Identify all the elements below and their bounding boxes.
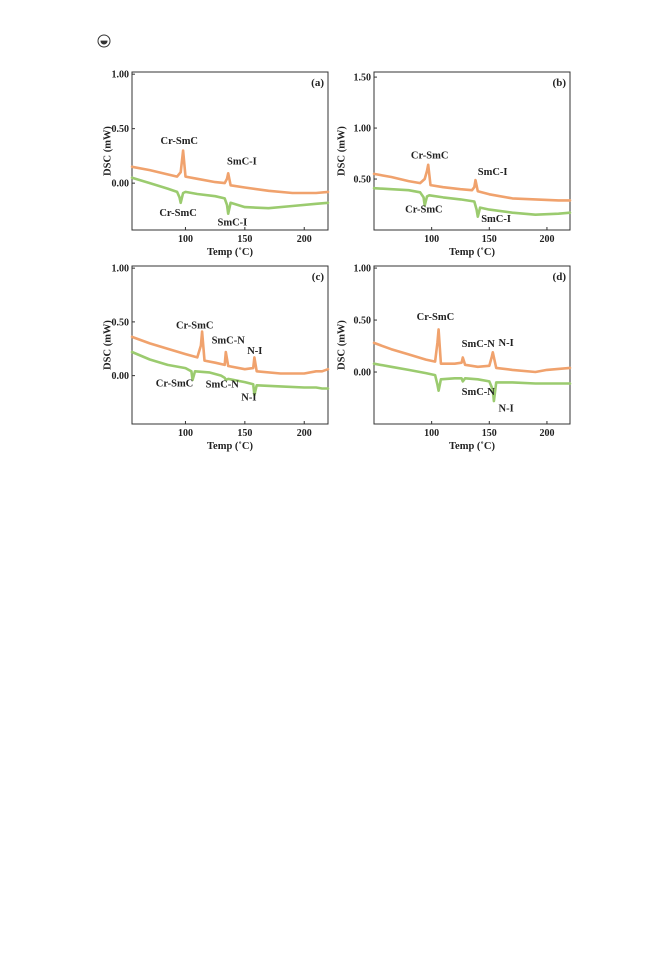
panel-label: (b) — [553, 77, 567, 89]
y-axis-label: DSC (mW) — [336, 320, 347, 370]
y-tick-label: 1.00 — [354, 124, 372, 135]
plot-frame — [131, 71, 329, 231]
x-tick-label: 200 — [539, 234, 554, 245]
cooling-curve — [372, 186, 572, 218]
chart-panel-d: 100 150 200 0.00 0.50 1.00 Temp (˚C) DSC (mW) (d… — [334, 258, 578, 459]
x-tick-label: 150 — [237, 428, 252, 439]
transition-annotation: Cr-SmC — [159, 208, 197, 219]
x-axis-label: Temp (˚C) — [207, 247, 253, 258]
cooling-curve — [372, 362, 572, 403]
transition-annotation: Cr-SmC — [161, 136, 199, 147]
x-axis-label: Temp (˚C) — [207, 441, 253, 452]
transition-annotation: Cr-SmC — [156, 378, 194, 389]
y-tick-label: 0.00 — [112, 179, 130, 190]
transition-annotation: SmC-N — [212, 335, 246, 346]
x-tick-label: 200 — [539, 428, 554, 439]
heating-curve — [372, 163, 572, 202]
transition-annotation: SmC-I — [481, 214, 511, 225]
transition-annotation: Cr-SmC — [176, 320, 214, 331]
y-tick-label: 1.00 — [112, 70, 130, 81]
x-tick-label: 200 — [297, 234, 312, 245]
y-axis-label: DSC (mW) — [336, 126, 347, 176]
x-tick-label: 100 — [424, 428, 439, 439]
panel-label: (d) — [553, 271, 567, 283]
x-tick-label: 100 — [178, 428, 193, 439]
transition-annotation: SmC-N — [462, 339, 496, 350]
transition-annotation: N-I — [241, 392, 256, 403]
x-tick-label: 100 — [424, 234, 439, 245]
x-tick-label: 200 — [297, 428, 312, 439]
x-tick-label: 150 — [237, 234, 252, 245]
transition-annotation: SmC-I — [218, 218, 248, 229]
y-tick-label: 1.50 — [354, 73, 372, 84]
plot-frame — [373, 265, 571, 425]
chart-panel-a: 100 150 200 0.00 0.50 1.00 Temp (˚C) DSC (mW) (a… — [100, 64, 336, 265]
heating-curve — [130, 330, 330, 375]
publisher-logo-icon — [97, 34, 111, 48]
panel-label: (c) — [312, 271, 325, 283]
transition-annotation: N-I — [499, 404, 514, 415]
transition-annotation: SmC-N — [206, 379, 240, 390]
y-tick-label: 1.00 — [354, 264, 372, 275]
x-tick-label: 150 — [482, 234, 497, 245]
transition-annotation: N-I — [499, 338, 514, 349]
heating-curve — [130, 149, 330, 195]
x-tick-label: 150 — [482, 428, 497, 439]
chart-panel-b: 100 150 200 0.50 1.00 1.50 Temp (˚C) DSC (mW) (b… — [334, 64, 578, 265]
x-axis-label: Temp (˚C) — [449, 441, 495, 452]
y-axis-label: DSC (mW) — [102, 320, 113, 370]
y-tick-label: 0.50 — [112, 124, 130, 135]
transition-annotation: SmC-N — [462, 387, 496, 398]
chart-a: 100 150 200 0.00 0.50 1.00 Temp (˚C) DSC (mW) (a… — [102, 70, 330, 258]
chart-panel-c: 100 150 200 0.00 0.50 1.00 Temp (˚C) DSC (mW) (c… — [100, 258, 336, 459]
chart-d: 100 150 200 0.00 0.50 1.00 Temp (˚C) DSC (mW) (d… — [336, 264, 572, 452]
y-tick-label: 0.50 — [354, 175, 372, 186]
chart-c: 100 150 200 0.00 0.50 1.00 Temp (˚C) DSC (mW) (c… — [102, 264, 330, 452]
chart-b: 100 150 200 0.50 1.00 1.50 Temp (˚C) DSC (mW) (b… — [336, 71, 572, 258]
y-tick-label: 0.00 — [354, 368, 372, 379]
y-tick-label: 0.50 — [112, 317, 130, 328]
x-tick-label: 100 — [178, 234, 193, 245]
transition-annotation: N-I — [247, 346, 262, 357]
transition-annotation: SmC-I — [227, 157, 257, 168]
y-tick-label: 0.00 — [112, 371, 130, 382]
panel-label: (a) — [311, 77, 324, 89]
transition-annotation: Cr-SmC — [405, 205, 443, 216]
y-tick-label: 1.00 — [112, 264, 130, 275]
cooling-curve — [130, 176, 330, 215]
heating-curve — [372, 328, 572, 374]
x-axis-label: Temp (˚C) — [449, 247, 495, 258]
cooling-curve — [130, 350, 330, 397]
transition-annotation: Cr-SmC — [417, 312, 455, 323]
transition-annotation: SmC-I — [478, 167, 508, 178]
plot-frame — [373, 71, 571, 231]
transition-annotation: Cr-SmC — [411, 151, 449, 162]
y-axis-label: DSC (mW) — [102, 126, 113, 176]
y-tick-label: 0.50 — [354, 316, 372, 327]
plot-frame — [131, 265, 329, 425]
